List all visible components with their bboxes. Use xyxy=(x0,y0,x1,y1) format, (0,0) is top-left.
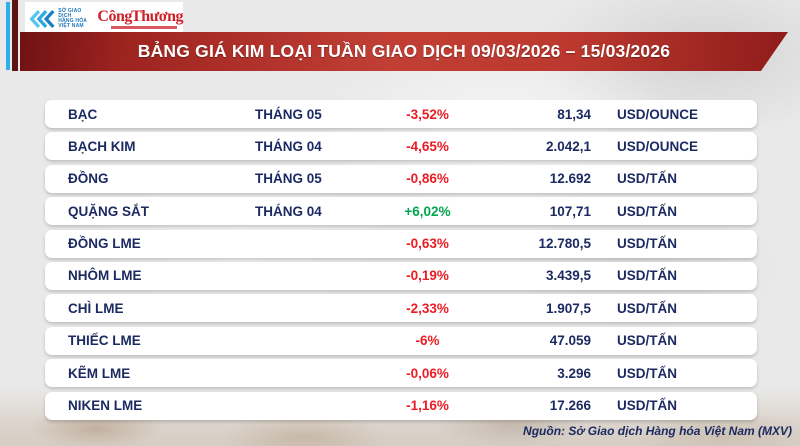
metal-name: CHÌ LME xyxy=(68,300,124,316)
change-percent: -1,16% xyxy=(406,398,449,414)
change-percent: -0,86% xyxy=(406,171,449,187)
price-value: 3.439,5 xyxy=(545,268,591,284)
change-percent: -6% xyxy=(415,333,440,349)
table-row: NHÔM LME -0,19% 3.439,5 USD/TẤN xyxy=(45,261,757,290)
price-value: 12.780,5 xyxy=(538,236,591,252)
price-unit: USD/TẤN xyxy=(617,203,677,219)
metal-name: KẼM LME xyxy=(68,365,131,381)
table-row: ĐỒNG LME -0,63% 12.780,5 USD/TẤN xyxy=(45,229,757,258)
price-unit: USD/TẤN xyxy=(617,333,677,349)
price-unit: USD/TẤN xyxy=(617,398,677,414)
table-row: NIKEN LME -1,16% 17.266 USD/TẤN xyxy=(45,391,757,420)
table-row: BẠCH KIM THÁNG 04 -4,65% 2.042,1 USD/OUN… xyxy=(45,132,757,161)
table-row: QUẶNG SẮT THÁNG 04 +6,02% 107,71 USD/TẤN xyxy=(45,197,757,226)
change-percent: -0,19% xyxy=(406,268,449,284)
table-row: CHÌ LME -2,33% 1.907,5 USD/TẤN xyxy=(45,294,757,323)
contract-month: THÁNG 05 xyxy=(255,106,322,122)
metal-name: NHÔM LME xyxy=(68,268,142,284)
price-value: 2.042,1 xyxy=(545,138,591,154)
price-value: 47.059 xyxy=(549,333,591,349)
congthuong-tagline-bar xyxy=(111,25,178,29)
price-unit: USD/TẤN xyxy=(617,365,677,381)
metal-name: QUẶNG SẮT xyxy=(68,203,149,219)
price-value: 81,34 xyxy=(557,106,591,122)
mxv-chevrons-icon xyxy=(29,9,55,28)
logo-band: SỞ GIAO DỊCH HÀNG HÓA VIỆT NAM Công Thươ… xyxy=(25,2,183,35)
contract-month: THÁNG 05 xyxy=(255,171,322,187)
price-value: 3.296 xyxy=(557,365,591,381)
price-unit: USD/TẤN xyxy=(617,300,677,316)
title-banner: BẢNG GIÁ KIM LOẠI TUẦN GIAO DỊCH 09/03/2… xyxy=(20,32,788,71)
left-accent-stripe-maroon xyxy=(12,0,18,71)
price-table: BẠC THÁNG 05 -3,52% 81,34 USD/OUNCE BẠCH… xyxy=(45,100,757,420)
mxv-logo-text: SỞ GIAO DỊCH HÀNG HÓA VIỆT NAM xyxy=(58,7,91,29)
price-value: 17.266 xyxy=(549,398,591,414)
change-percent: -2,33% xyxy=(406,300,449,316)
mxv-logo-line: HÀNG HÓA xyxy=(58,17,88,24)
congthuong-logo-text: Công Thương xyxy=(97,7,183,25)
metal-name: BẠCH KIM xyxy=(68,138,136,154)
price-unit: USD/OUNCE xyxy=(617,106,699,122)
left-accent-stripe-cyan xyxy=(6,2,10,70)
table-row: ĐỒNG THÁNG 05 -0,86% 12.692 USD/TẤN xyxy=(45,164,757,193)
table-row: BẠC THÁNG 05 -3,52% 81,34 USD/OUNCE xyxy=(45,100,757,128)
price-unit: USD/TẤN xyxy=(617,236,677,252)
price-value: 1.907,5 xyxy=(545,300,591,316)
source-caption: Nguồn: Sở Giao dịch Hàng hóa Việt Nam (M… xyxy=(523,424,792,438)
price-value: 12.692 xyxy=(549,171,591,187)
change-percent: -4,65% xyxy=(406,138,449,154)
change-percent: +6,02% xyxy=(404,203,451,219)
price-unit: USD/TẤN xyxy=(617,171,677,187)
change-percent: -3,52% xyxy=(406,106,449,122)
change-percent: -0,06% xyxy=(406,365,449,381)
mxv-logo-line: SỞ GIAO DỊCH xyxy=(58,7,82,19)
table-row: THIẾC LME -6% 47.059 USD/TẤN xyxy=(45,326,757,355)
mxv-logo: SỞ GIAO DỊCH HÀNG HÓA VIỆT NAM xyxy=(29,7,91,31)
price-unit: USD/OUNCE xyxy=(617,138,699,154)
price-unit: USD/TẤN xyxy=(617,268,677,284)
change-percent: -0,63% xyxy=(406,236,449,252)
table-row: KẼM LME -0,06% 3.296 USD/TẤN xyxy=(45,359,757,388)
metal-name: NIKEN LME xyxy=(68,398,143,414)
metal-name: BẠC xyxy=(68,106,98,122)
congthuong-logo: Công Thương xyxy=(97,7,183,29)
contract-month: THÁNG 04 xyxy=(255,203,322,219)
contract-month: THÁNG 04 xyxy=(255,138,322,154)
metal-name: THIẾC LME xyxy=(68,333,141,349)
page-title: BẢNG GIÁ KIM LOẠI TUẦN GIAO DỊCH 09/03/2… xyxy=(137,41,671,61)
metal-name: ĐỒNG LME xyxy=(68,236,141,252)
price-value: 107,71 xyxy=(549,203,591,219)
mxv-logo-line: VIỆT NAM xyxy=(58,22,84,29)
metal-name: ĐỒNG xyxy=(68,171,109,187)
